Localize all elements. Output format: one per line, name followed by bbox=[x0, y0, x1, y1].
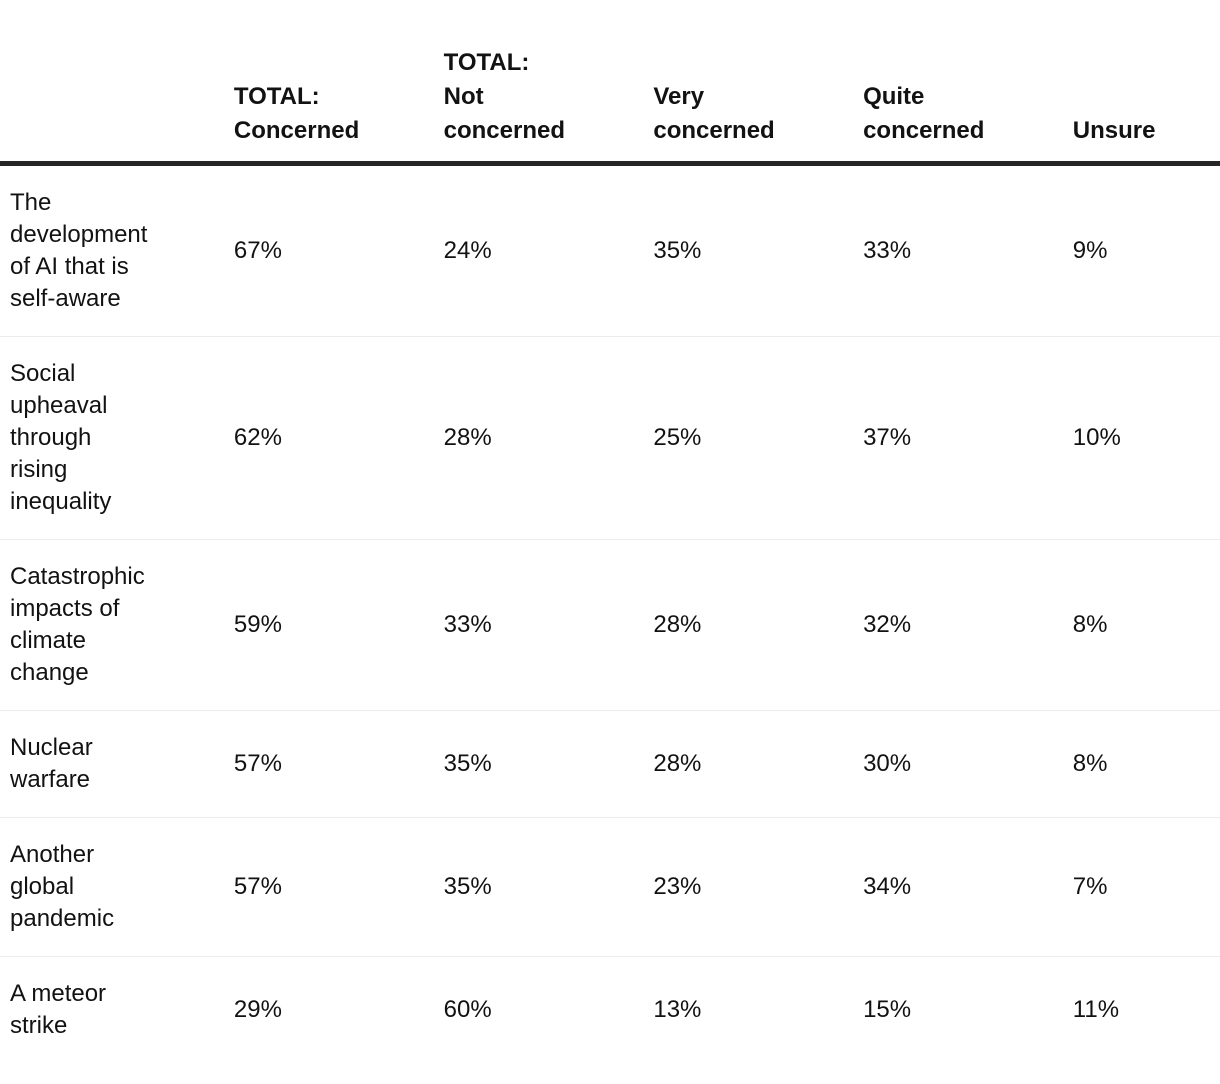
cell-value: 57% bbox=[233, 710, 444, 818]
header-quite-concerned: Quite concerned bbox=[863, 6, 1073, 166]
header-row: TOTAL: Concerned TOTAL: Not concerned Ve… bbox=[0, 6, 1220, 166]
cell-value: 60% bbox=[443, 996, 492, 1023]
row-label: A meteor strike bbox=[10, 980, 107, 1039]
row-label: Social upheaval through rising inequalit… bbox=[0, 336, 234, 540]
cell-value: 13% bbox=[653, 996, 702, 1023]
cell-value: 33% bbox=[863, 163, 1073, 337]
cell-value: 29% bbox=[233, 996, 282, 1023]
table-row-pandemic: Another global pandemic 57% 35% 23% 34% … bbox=[0, 817, 1220, 957]
table-row-climate: Catastrophic impacts of climate change 5… bbox=[0, 539, 1220, 711]
header-total-concerned: TOTAL: Concerned bbox=[233, 6, 444, 166]
cell-value: 8% bbox=[1072, 710, 1220, 818]
header-very-concerned: Very concerned bbox=[653, 6, 864, 166]
cell-value: 9% bbox=[1072, 163, 1220, 337]
cell-value: 67% bbox=[233, 163, 444, 337]
cell-value: 35% bbox=[443, 817, 654, 957]
header-label-column bbox=[0, 6, 234, 166]
cell-value: 35% bbox=[443, 710, 654, 818]
header-unsure: Unsure bbox=[1072, 6, 1220, 166]
cell-value: 57% bbox=[233, 817, 444, 957]
row-label: Catastrophic impacts of climate change bbox=[0, 539, 234, 711]
row-label: Nuclear warfare bbox=[0, 710, 234, 818]
cell-value: 10% bbox=[1072, 336, 1220, 540]
cell-value: 34% bbox=[863, 817, 1073, 957]
table-row-inequality: Social upheaval through rising inequalit… bbox=[0, 336, 1220, 540]
cell-value: 62% bbox=[233, 336, 444, 540]
header-total-not-concerned: TOTAL: Not concerned bbox=[443, 6, 654, 166]
cell-value: 28% bbox=[443, 336, 654, 540]
cell-value: 28% bbox=[653, 539, 864, 711]
cell-value: 35% bbox=[653, 163, 864, 337]
cell-value: 23% bbox=[653, 817, 864, 957]
row-label: Another global pandemic bbox=[0, 817, 234, 957]
cell-value: 11% bbox=[1072, 996, 1120, 1023]
cell-value: 7% bbox=[1072, 817, 1220, 957]
cell-value: 37% bbox=[863, 336, 1073, 540]
cell-value: 59% bbox=[233, 539, 444, 711]
table-body: The development of AI that is self-aware… bbox=[0, 163, 1220, 1064]
row-label: The development of AI that is self-aware bbox=[0, 163, 234, 337]
cell-value: 28% bbox=[653, 710, 864, 818]
concerns-table: TOTAL: Concerned TOTAL: Not concerned Ve… bbox=[0, 6, 1220, 1063]
table-row-nuclear: Nuclear warfare 57% 35% 28% 30% 8% bbox=[0, 710, 1220, 818]
cell-value: 33% bbox=[443, 539, 654, 711]
cell-value: 25% bbox=[653, 336, 864, 540]
table-header: TOTAL: Concerned TOTAL: Not concerned Ve… bbox=[0, 6, 1220, 166]
cell-value: 30% bbox=[863, 710, 1073, 818]
cell-value: 15% bbox=[863, 996, 912, 1023]
cell-value: 8% bbox=[1072, 539, 1220, 711]
table-row-ai: The development of AI that is self-aware… bbox=[0, 163, 1220, 337]
table-row-meteor: A meteor strike 29% 60% 13% 15% 11% bbox=[0, 957, 1220, 1064]
cell-value: 32% bbox=[863, 539, 1073, 711]
cell-value: 24% bbox=[443, 163, 654, 337]
